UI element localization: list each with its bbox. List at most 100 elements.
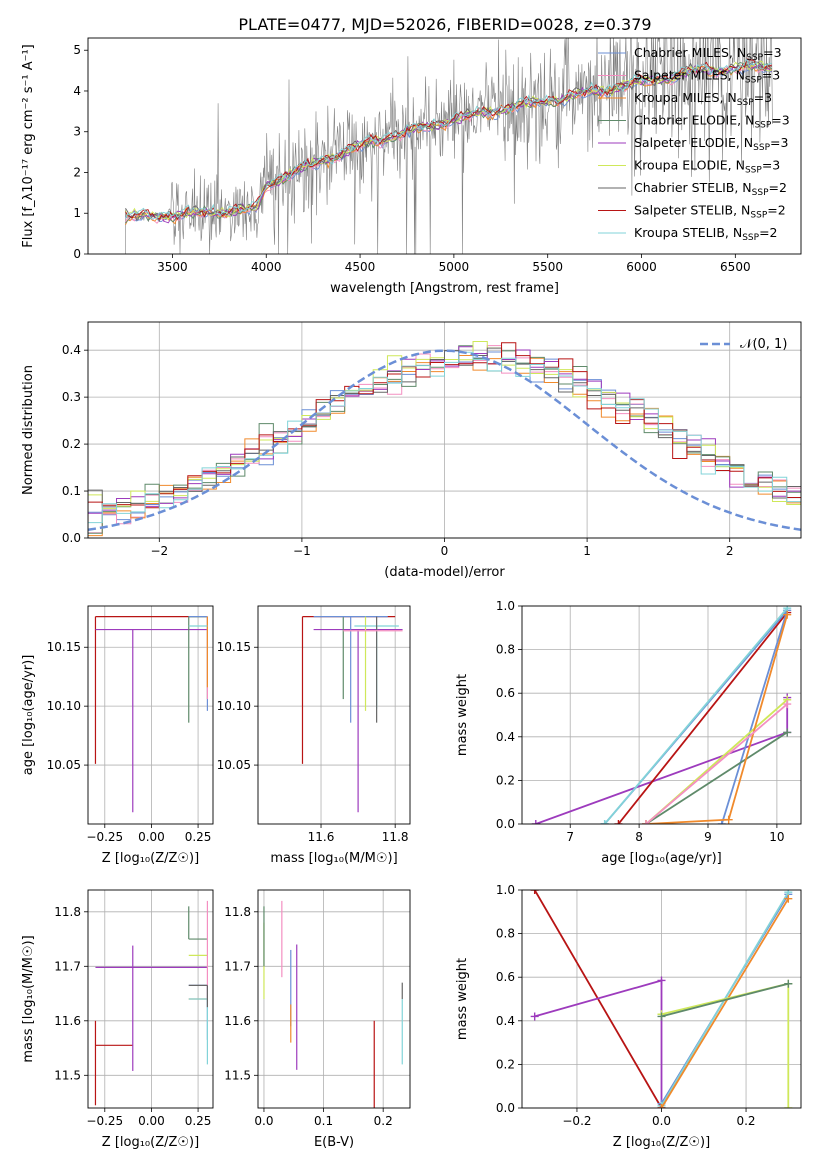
weight-line-salpeter_miles <box>645 703 788 824</box>
y-tick-label: 0.2 <box>496 1057 515 1071</box>
y-tick-label: 11.7 <box>54 959 81 973</box>
y-tick-label: 11.6 <box>54 1014 81 1028</box>
y-tick-label: 11.8 <box>54 905 81 919</box>
legend-entry: Salpeter MILES, NSSP=3 <box>634 68 780 86</box>
y-tick-label: 11.7 <box>224 959 251 973</box>
x-axis-label: Z [log₁₀(Z/Z☉)] <box>102 1135 199 1150</box>
x-tick-label: 9 <box>704 830 712 844</box>
weight-marker-chabrier_elodie <box>783 728 792 737</box>
x-tick-label: 11.6 <box>308 830 335 844</box>
y-tick-label: 0.4 <box>496 730 515 744</box>
legend-label: Kroupa ELODIE, N <box>634 158 745 173</box>
legend-entry: Salpeter ELODIE, NSSP=3 <box>634 135 788 153</box>
chart-mass_vs_Z: −0.25 0.00 0.25 11.5 11.6 11.7 11.8 Z [log₁₀(Z/… <box>21 889 214 1150</box>
axes-frame <box>257 889 411 1109</box>
y-tick-label: 0.0 <box>62 531 81 545</box>
plot-area <box>531 606 792 824</box>
legend-sub: SSP <box>745 166 762 176</box>
y-tick-label: 0.8 <box>496 927 515 941</box>
x-axis-label: E(B-V) <box>314 1135 354 1150</box>
legend-sub: SSP <box>752 188 769 198</box>
axes-frame <box>87 605 214 825</box>
legend-label: Chabrier STELIB, N <box>634 180 752 195</box>
y-tick-label: 0.4 <box>496 1014 515 1028</box>
chart-spectrum: 3500 4000 4500 5000 5500 6000 6500 0 1 2 3 4 5 wavele… <box>21 37 802 296</box>
weight-line-chabrier_elodie <box>661 982 789 1018</box>
x-tick-label: 0.2 <box>374 1114 393 1128</box>
plot-area <box>301 616 403 813</box>
y-tick-label: 3 <box>73 125 81 139</box>
plot-area <box>530 890 793 1108</box>
legend-entry: Salpeter STELIB, NSSP=2 <box>634 203 786 221</box>
x-tick-label: 2 <box>726 544 734 558</box>
x-tick-label: −1 <box>293 544 311 558</box>
legend-label: Kroupa STELIB, N <box>634 225 742 240</box>
model-line-kroupa_stelib <box>125 58 772 220</box>
x-tick-label: 0.00 <box>138 830 165 844</box>
chart-weight_vs_age: 7 8 9 10 0.0 0.2 0.4 0.6 0.8 1.0 age [log₁₀(age/yr… <box>455 599 802 866</box>
legend-entry: Chabrier STELIB, NSSP=2 <box>634 180 787 198</box>
y-tick-label: 0.4 <box>62 343 81 357</box>
y-axis-label: mass [log₁₀(M/M☉)] <box>21 935 36 1062</box>
x-tick-label: −2 <box>150 544 168 558</box>
legend-tail: =2 <box>767 203 785 218</box>
y-tick-label: 11.5 <box>224 1068 251 1082</box>
legend-label: Salpeter STELIB, N <box>634 203 750 218</box>
plots: 3500 4000 4500 5000 5500 6000 6500 0 1 2 3 4 5 wavele… <box>21 37 802 1150</box>
y-tick-label: 0.0 <box>496 817 515 831</box>
plot-area <box>125 38 773 254</box>
x-axis-label: wavelength [Angstrom, rest frame] <box>330 281 559 296</box>
x-tick-label: 0.00 <box>138 1114 165 1128</box>
y-tick-label: 4 <box>73 84 81 98</box>
x-tick-label: 0.0 <box>254 1114 273 1128</box>
legend-label: Salpeter ELODIE, N <box>634 135 753 150</box>
weight-line-salpeter_elodie <box>535 697 789 824</box>
y-axis-label: mass weight <box>455 674 470 756</box>
x-tick-label: −0.25 <box>86 830 123 844</box>
normal-legend-label: 𝒩(0, 1) <box>740 337 787 352</box>
weight-marker-salpeter_stelib <box>614 820 623 824</box>
weight-line-chabrier_elodie <box>645 731 788 824</box>
y-tick-label: 10.10 <box>47 699 81 713</box>
y-tick-label: 1.0 <box>496 599 515 613</box>
legend-sub: SSP <box>745 76 762 86</box>
y-tick-label: 11.8 <box>224 905 251 919</box>
chart-age_vs_mass: 11.6 11.8 10.05 10.10 10.15 mass [log₁₀(M/M☉)… <box>217 605 411 866</box>
legend-tail: =3 <box>771 113 789 128</box>
weight-marker-chabrier_elodie <box>784 979 793 988</box>
weight-marker-kroupa_miles <box>724 815 733 824</box>
x-axis-label: (data-model)/error <box>384 565 505 580</box>
legend-entry: Kroupa STELIB, NSSP=2 <box>634 225 778 243</box>
legend-sub: SSP <box>750 211 767 221</box>
weight-marker-kroupa_elodie <box>784 1104 793 1108</box>
y-tick-label: 5 <box>73 43 81 57</box>
legend-entry: Kroupa ELODIE, NSSP=3 <box>634 158 780 176</box>
axes-frame <box>87 321 802 539</box>
weight-marker-kroupa_miles <box>657 1104 666 1108</box>
chart-mass_vs_ebv: 0.0 0.1 0.2 11.5 11.6 11.7 11.8 E(B-V) <box>224 889 411 1150</box>
y-tick-label: 0.0 <box>496 1101 515 1115</box>
legend-sub: SSP <box>737 98 754 108</box>
legend-sub: SSP <box>753 143 770 153</box>
weight-marker-chabrier_elodie <box>657 1012 666 1021</box>
x-tick-label: −0.2 <box>562 1114 591 1128</box>
y-tick-label: 10.15 <box>217 640 251 654</box>
legend-label: Chabrier MILES, N <box>634 45 746 60</box>
x-tick-label: 6500 <box>720 260 751 274</box>
x-tick-label: 10 <box>769 830 784 844</box>
weight-marker-salpeter_miles <box>642 820 650 824</box>
legend-tail: =3 <box>763 45 781 60</box>
x-tick-label: 5500 <box>532 260 563 274</box>
legend-sub: SSP <box>746 53 763 63</box>
y-tick-label: 0.8 <box>496 643 515 657</box>
axes-frame <box>87 889 214 1109</box>
y-axis-label: age [log₁₀(age/yr)] <box>21 655 36 776</box>
x-axis-label: age [log₁₀(age/yr)] <box>601 851 722 866</box>
x-tick-label: 4500 <box>345 260 376 274</box>
legend-entry: Chabrier ELODIE, NSSP=3 <box>634 113 790 131</box>
y-tick-label: 11.6 <box>224 1014 251 1028</box>
y-tick-label: 0 <box>73 247 81 261</box>
axes-frame <box>257 605 411 825</box>
x-tick-label: 5000 <box>439 260 470 274</box>
x-axis-label: Z [log₁₀(Z/Z☉)] <box>102 851 199 866</box>
